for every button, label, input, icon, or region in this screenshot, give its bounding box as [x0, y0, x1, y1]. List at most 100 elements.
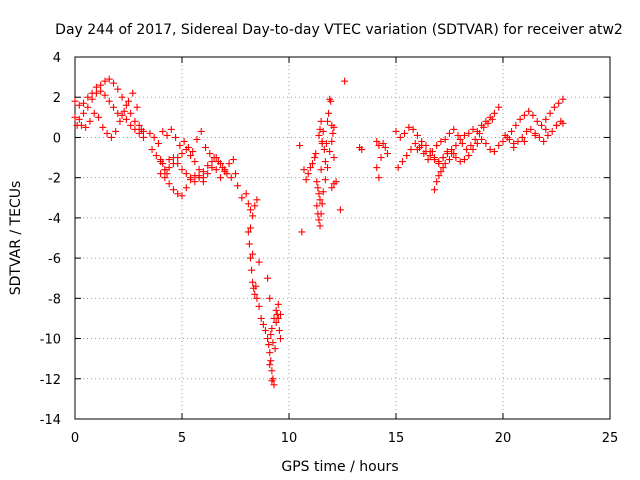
data-point	[84, 103, 92, 111]
data-point	[316, 222, 324, 230]
data-point	[505, 135, 513, 143]
data-point	[403, 152, 411, 160]
data-point	[318, 200, 326, 208]
data-point	[469, 125, 477, 133]
data-point	[227, 174, 235, 182]
data-point	[268, 377, 276, 385]
data-point	[319, 188, 327, 196]
data-point	[302, 176, 310, 184]
y-tick-label: 0	[53, 131, 61, 146]
x-tick-label: 15	[388, 431, 405, 446]
chart-title: Day 244 of 2017, Sidereal Day-to-day VTE…	[55, 22, 623, 38]
data-point	[264, 274, 272, 282]
data-point	[383, 150, 391, 158]
data-point	[212, 166, 220, 174]
data-point	[431, 186, 439, 194]
data-point	[443, 148, 451, 156]
data-point	[269, 339, 277, 347]
data-point	[544, 131, 552, 139]
data-point	[249, 278, 257, 286]
data-point	[553, 121, 560, 129]
data-point	[276, 310, 284, 318]
data-point	[133, 103, 141, 111]
data-point	[490, 148, 498, 156]
data-point	[199, 168, 207, 176]
data-point	[255, 302, 263, 310]
data-point	[520, 137, 528, 145]
plot-frame	[74, 56, 611, 420]
data-point	[271, 345, 279, 353]
data-point	[328, 184, 336, 192]
data-point	[139, 133, 147, 141]
data-point	[373, 164, 381, 172]
data-point	[178, 150, 186, 158]
data-point	[253, 196, 261, 204]
axis-ticks: 0 5 10 15 20 25 -14 -12 -10 -8 -6 -4 -2 0 2 4	[40, 51, 619, 446]
data-point	[202, 144, 210, 151]
data-point	[321, 176, 329, 184]
data-point	[154, 139, 162, 147]
data-point	[298, 228, 306, 236]
data-point	[157, 156, 165, 164]
data-point	[251, 202, 259, 210]
data-point	[482, 139, 490, 147]
data-point	[266, 349, 274, 357]
data-point	[317, 166, 325, 174]
data-point	[88, 95, 96, 103]
data-point	[103, 129, 111, 137]
data-point	[110, 79, 118, 87]
data-point	[245, 240, 253, 248]
data-point	[131, 117, 139, 125]
data-point	[161, 166, 169, 174]
grid	[75, 57, 610, 419]
data-point	[249, 250, 257, 258]
data-point	[199, 174, 207, 182]
data-point	[529, 111, 537, 119]
data-point	[433, 178, 441, 186]
data-point	[328, 137, 336, 145]
data-point	[341, 77, 349, 85]
data-point	[267, 331, 275, 339]
data-point	[165, 164, 173, 172]
data-point	[268, 325, 276, 332]
data-point	[467, 141, 475, 149]
data-point	[538, 121, 546, 129]
data-point	[261, 327, 269, 335]
data-point	[431, 156, 439, 164]
data-point	[163, 131, 171, 139]
data-point	[146, 129, 154, 137]
data-point	[92, 83, 100, 91]
data-point	[71, 97, 79, 105]
data-point	[514, 137, 522, 145]
x-axis-label: GPS time / hours	[281, 459, 398, 475]
data-point	[174, 190, 182, 198]
data-point	[313, 178, 321, 186]
data-point	[246, 224, 254, 232]
data-point	[381, 144, 389, 151]
data-point	[182, 170, 190, 178]
data-point	[313, 202, 321, 210]
data-point	[268, 367, 276, 375]
data-point	[169, 186, 177, 194]
data-point	[379, 139, 387, 147]
data-point	[270, 381, 278, 389]
data-point	[193, 135, 201, 143]
data-point	[336, 206, 344, 214]
data-point	[480, 123, 488, 131]
data-point	[80, 99, 88, 107]
data-point	[330, 154, 338, 162]
data-point	[99, 123, 107, 131]
data-point	[413, 146, 421, 154]
data-point	[71, 113, 79, 121]
data-point	[327, 97, 335, 105]
y-axis-label: SDTVAR / TECUs	[8, 181, 24, 296]
data-point	[157, 170, 165, 178]
data-point	[452, 154, 460, 162]
y-tick-label: -10	[40, 333, 61, 348]
data-point	[486, 146, 494, 154]
data-point	[358, 146, 366, 154]
data-point	[490, 109, 498, 117]
data-point	[535, 133, 543, 141]
data-point	[315, 131, 323, 139]
